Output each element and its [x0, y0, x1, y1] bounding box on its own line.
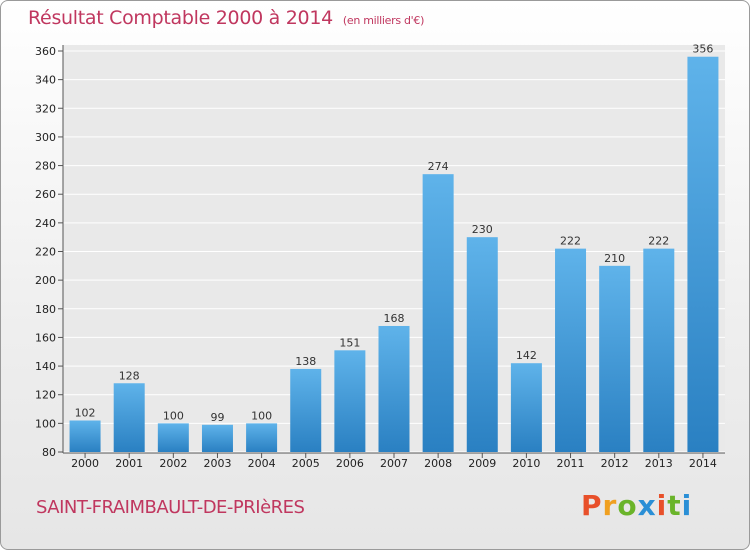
y-tick-label: 80: [42, 446, 56, 459]
y-tick-label: 340: [35, 74, 56, 87]
bar: [555, 248, 587, 452]
y-tick-label: 160: [35, 331, 56, 344]
proxiti-logo[interactable]: Proxiti: [581, 489, 692, 522]
bar: [510, 363, 542, 452]
bar: [157, 423, 189, 452]
bar: [378, 325, 410, 452]
data-label: 151: [339, 336, 360, 349]
y-tick-label: 120: [35, 389, 56, 402]
logo-letter: o: [617, 489, 638, 522]
x-tick-label: 2009: [468, 457, 496, 470]
bar: [466, 237, 498, 452]
data-label: 102: [75, 406, 96, 419]
y-tick-label: 180: [35, 303, 56, 316]
x-tick-label: 2003: [203, 457, 231, 470]
x-tick-label: 2000: [71, 457, 99, 470]
y-tick-label: 300: [35, 131, 56, 144]
bar: [290, 368, 322, 452]
data-label: 99: [210, 411, 224, 424]
commune-name: SAINT-FRAIMBAULT-DE-PRIèRES: [36, 497, 305, 518]
bars: [69, 56, 719, 452]
x-tick-label: 2013: [645, 457, 673, 470]
data-label: 222: [648, 235, 669, 248]
y-tick-label: 140: [35, 360, 56, 373]
data-labels: 102 128 100 99 100 138 151 168 274 230 142 222 210 22…: [75, 43, 714, 424]
chart-title: Résultat Comptable 2000 à 2014 (en millie…: [28, 7, 424, 29]
bar: [69, 420, 101, 452]
y-tick-label: 320: [35, 102, 56, 115]
x-tick-label: 2002: [159, 457, 187, 470]
data-label: 356: [692, 43, 713, 56]
data-label: 100: [251, 409, 272, 422]
bar: [246, 423, 278, 452]
x-tick-label: 2007: [380, 457, 408, 470]
y-tick-label: 280: [35, 160, 56, 173]
data-label: 210: [604, 252, 625, 265]
x-tick-label: 2012: [601, 457, 629, 470]
title-text: Résultat Comptable 2000 à 2014: [28, 7, 333, 29]
data-label: 274: [428, 160, 449, 173]
y-tick-label: 220: [35, 246, 56, 259]
bar: [334, 350, 366, 452]
data-label: 142: [516, 349, 537, 362]
x-axis: 2000 2001 2002 2003 2004 2005 2006 2007 2008 2009…: [63, 452, 725, 470]
x-tick-label: 2008: [424, 457, 452, 470]
data-label: 168: [384, 312, 405, 325]
chart-subtitle: (en milliers d'€): [342, 14, 425, 27]
x-tick-label: 2011: [557, 457, 585, 470]
bar: [422, 174, 454, 452]
y-tick-label: 100: [35, 417, 56, 430]
x-tick-label: 2006: [336, 457, 364, 470]
y-tick-label: 360: [35, 45, 56, 58]
bar: [599, 265, 631, 452]
logo-letter: P: [581, 489, 603, 522]
data-label: 128: [119, 369, 140, 382]
y-tick-label: 240: [35, 217, 56, 230]
y-tick-label: 200: [35, 274, 56, 287]
x-tick-label: 2004: [248, 457, 276, 470]
bar: [687, 56, 719, 452]
x-tick-label: 2005: [292, 457, 320, 470]
bar: [113, 383, 145, 452]
logo-letter: t: [667, 489, 682, 522]
logo-letter: i: [656, 489, 668, 522]
data-label: 222: [560, 235, 581, 248]
logo-letter: x: [637, 489, 657, 522]
logo-letter: i: [681, 489, 693, 522]
y-tick-label: 260: [35, 188, 56, 201]
y-axis: 80 100 120 140 160 180 200 220 240 260 280 300 320 34…: [35, 45, 64, 459]
logo-letter: r: [602, 489, 618, 522]
data-label: 138: [295, 355, 316, 368]
x-tick-label: 2001: [115, 457, 143, 470]
x-tick-label: 2014: [689, 457, 717, 470]
x-tick-label: 2010: [512, 457, 540, 470]
bar: [201, 424, 233, 452]
bar: [643, 248, 675, 452]
data-label: 100: [163, 409, 184, 422]
data-label: 230: [472, 223, 493, 236]
